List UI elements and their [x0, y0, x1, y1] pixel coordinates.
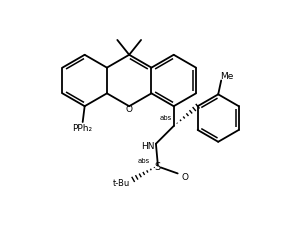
Text: O: O: [181, 173, 188, 182]
Text: PPh₂: PPh₂: [73, 124, 93, 133]
Text: S: S: [155, 163, 161, 172]
Text: Me: Me: [221, 72, 234, 81]
Text: HN: HN: [141, 142, 155, 151]
Text: abs: abs: [160, 115, 172, 121]
Text: t-Bu: t-Bu: [113, 179, 130, 188]
Text: O: O: [126, 105, 133, 114]
Text: abs: abs: [138, 158, 150, 164]
